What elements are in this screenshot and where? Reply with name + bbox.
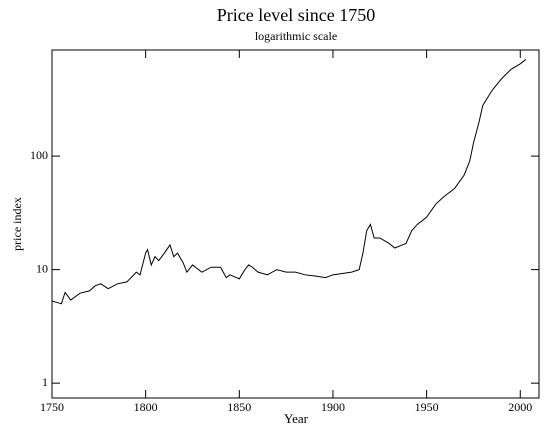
plot-frame bbox=[51, 49, 540, 399]
y-tick-label: 10 bbox=[36, 261, 48, 275]
y-tick-label: 100 bbox=[30, 148, 48, 162]
chart-subtitle: logarithmic scale bbox=[255, 29, 337, 43]
x-tick-label: 1800 bbox=[134, 400, 158, 414]
y-axis-label: price index bbox=[10, 197, 24, 251]
x-tick-label: 2000 bbox=[508, 400, 532, 414]
x-tick-label: 1850 bbox=[227, 400, 251, 414]
y-tick-label: 1 bbox=[42, 375, 48, 389]
x-tick-label: 1750 bbox=[40, 400, 64, 414]
x-tick-label: 1950 bbox=[415, 400, 439, 414]
price-line bbox=[51, 59, 527, 305]
x-tick-label: 1900 bbox=[321, 400, 345, 414]
chart-title: Price level since 1750 bbox=[217, 5, 375, 25]
x-axis-label: Year bbox=[284, 411, 309, 426]
